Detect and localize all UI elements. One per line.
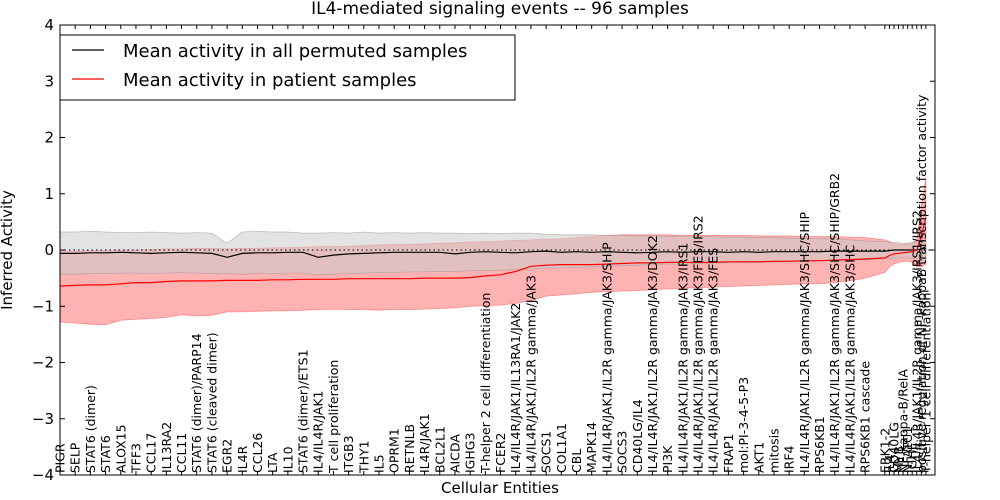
x-tick-label: IL4/IL4R/JAK1 xyxy=(311,391,326,473)
x-tick-label: STAT6 (dimer) xyxy=(83,385,98,473)
x-tick-label: T cell proliferation xyxy=(326,360,341,474)
legend-box xyxy=(59,34,516,101)
x-tick-label: IL4/IL4R/JAK1/IL2R gamma/JAK3/SHIP xyxy=(599,242,614,473)
x-tick-label: MAPK14 xyxy=(584,422,599,473)
x-tick-label: NF-kappa-B/RelA xyxy=(896,369,911,473)
legend: Mean activity in all permuted samples Me… xyxy=(59,34,516,101)
legend-label-permuted: Mean activity in all permuted samples xyxy=(123,41,467,62)
x-tick-label: IRF4 xyxy=(782,445,797,473)
x-tick-label: SOCS1 xyxy=(539,431,554,473)
y-tick-label: −2 xyxy=(32,354,54,372)
legend-label-patient: Mean activity in patient samples xyxy=(123,70,417,91)
x-tick-label: CCL11 xyxy=(174,433,189,473)
y-tick-label: −1 xyxy=(32,297,54,315)
y-tick-label: 1 xyxy=(44,185,54,203)
x-tick-label: CBL xyxy=(569,449,584,473)
x-tick-label: RETNLB xyxy=(402,424,417,473)
chart-title: IL4-mediated signaling events -- 96 samp… xyxy=(311,0,689,19)
y-tick-label: −4 xyxy=(32,466,54,484)
x-tick-label: IL4/IL4R/JAK1/IL2R gamma/JAK3/SHC/SHIP xyxy=(797,212,812,473)
y-tick-label: 2 xyxy=(44,129,54,147)
x-tick-label: TFF3 xyxy=(129,443,144,474)
x-tick-label: mol:PI-3-4-5-P3 xyxy=(736,377,751,473)
x-tick-label: THY1 xyxy=(356,440,371,474)
y-axis-label: Inferred Activity xyxy=(0,190,16,310)
x-tick-label: IL4/IL4R/JAK1/IL2R gamma/JAK3/SHC/SHIP/G… xyxy=(827,173,842,473)
x-tick-label: BCL2L1 xyxy=(432,426,447,473)
x-tick-label: IL4/IL4R/JAK1/IL2R gamma/JAK3/DOK2 xyxy=(645,235,660,473)
x-tick-label: RPS6KB1 xyxy=(812,416,827,473)
series-lines xyxy=(59,217,935,287)
x-tick-label: CD40LG xyxy=(887,422,902,473)
x-tick-label: IL4/IL4R/JAK1/IL2R gamma/JAK3/SHC xyxy=(842,245,857,473)
x-tick-label: SOCS3 xyxy=(615,431,630,473)
x-tick-label: IL10 xyxy=(280,446,295,473)
x-tick-label: IL5 xyxy=(372,454,387,473)
x-tick-label: NFATC1 xyxy=(900,426,915,473)
x-tick-label: IL13RA2 xyxy=(159,422,174,473)
y-tick-labels: −4 −3 −2 −1 0 1 2 3 4 xyxy=(32,16,54,484)
x-tick-label: IL4R xyxy=(235,445,250,473)
x-tick-label: T-helper 1 cell differentiation xyxy=(918,293,933,474)
x-tick-label: positive regulation of NF-kappaB transcr… xyxy=(914,94,929,473)
x-tick-label: IL4/IL4R/JAK1/IL2R gamma/JAK3/IRS1 xyxy=(675,243,690,473)
x-tick-label: COL1A1 xyxy=(554,423,569,473)
x-tick-label: LTA xyxy=(265,452,280,473)
x-tick-label: AICDA xyxy=(448,434,463,473)
permuted-mean-line xyxy=(60,246,927,258)
x-tick-label: CD40LG/IL4 xyxy=(630,399,645,473)
patient-mean-line xyxy=(59,217,927,287)
x-tick-label: STAT6 (dimer)/PARP14 xyxy=(189,333,204,473)
x-tick-label: IGHG3 xyxy=(463,433,478,473)
permuted-band xyxy=(59,230,927,276)
x-tick-label: IL4/IL4R/JAK1/IL2R gamma/JAK3/FES xyxy=(706,248,721,473)
x-tick-label: AKT1 xyxy=(751,442,766,473)
x-tick-label: IGHE xyxy=(905,442,920,473)
x-tick-label: IL4/IL4R/JAK1/IL2R gamma/JAK3/FES/IRS2 xyxy=(691,215,706,473)
x-tick-label: IL4R/JAK1 xyxy=(417,413,432,473)
x-tick-label: FRAP1 xyxy=(721,434,736,473)
x-tick-label: STAT6 (dimer)/ETS1 xyxy=(296,349,311,473)
x-tick-label: OPRM1 xyxy=(387,428,402,473)
x-tick-label: STAT6 xyxy=(98,435,113,473)
y-tick-label: 3 xyxy=(44,72,54,90)
x-tick-label: MYB xyxy=(891,446,906,473)
x-tick-label: CCL17 xyxy=(144,433,159,473)
y-tick-label: 4 xyxy=(44,16,54,34)
x-tick-label: mitosis xyxy=(767,428,782,473)
x-tick-label: PI3K xyxy=(660,445,675,473)
x-tick-label: CCL26 xyxy=(250,433,265,473)
bands xyxy=(59,177,927,326)
y-tick-label: 0 xyxy=(44,241,54,259)
x-tick-label: ITGB3 xyxy=(341,435,356,473)
x-tick-label: RPS6KB1 cascade xyxy=(858,361,873,473)
x-tick-label: IL4/IL4R/JAK1/IL2R gamma/JAK3 xyxy=(523,275,538,473)
x-tick-label: STAT6 (cleaved dimer) xyxy=(204,332,219,473)
x-tick-label: PIGR xyxy=(53,443,68,473)
x-tick-label: IL4 xyxy=(882,454,897,473)
x-tick-label: EGR2 xyxy=(220,439,235,473)
x-tick-label: ALOX15 xyxy=(113,424,128,473)
x-tick-label: IL4/IL4R/JAK1/IL2R gamma/JAK3/IRS1/IRS2 xyxy=(909,210,924,473)
x-tick-label: FCER2 xyxy=(493,433,508,473)
x-tick-label: ERK1-2 xyxy=(877,428,892,473)
x-axis-label: Cellular Entities xyxy=(441,479,559,497)
y-tick-label: −3 xyxy=(32,410,54,428)
x-tick-labels: PIGR SELP STAT6 (dimer) STAT6 ALOX15 TFF3 CCL1… xyxy=(53,94,934,474)
x-tick-label: SELP xyxy=(68,442,83,473)
x-tick-label: IL4/IL4R/JAK1/IL13RA1/JAK2 xyxy=(508,303,523,473)
x-tick-label: T-helper 2 cell differentiation xyxy=(478,293,493,474)
